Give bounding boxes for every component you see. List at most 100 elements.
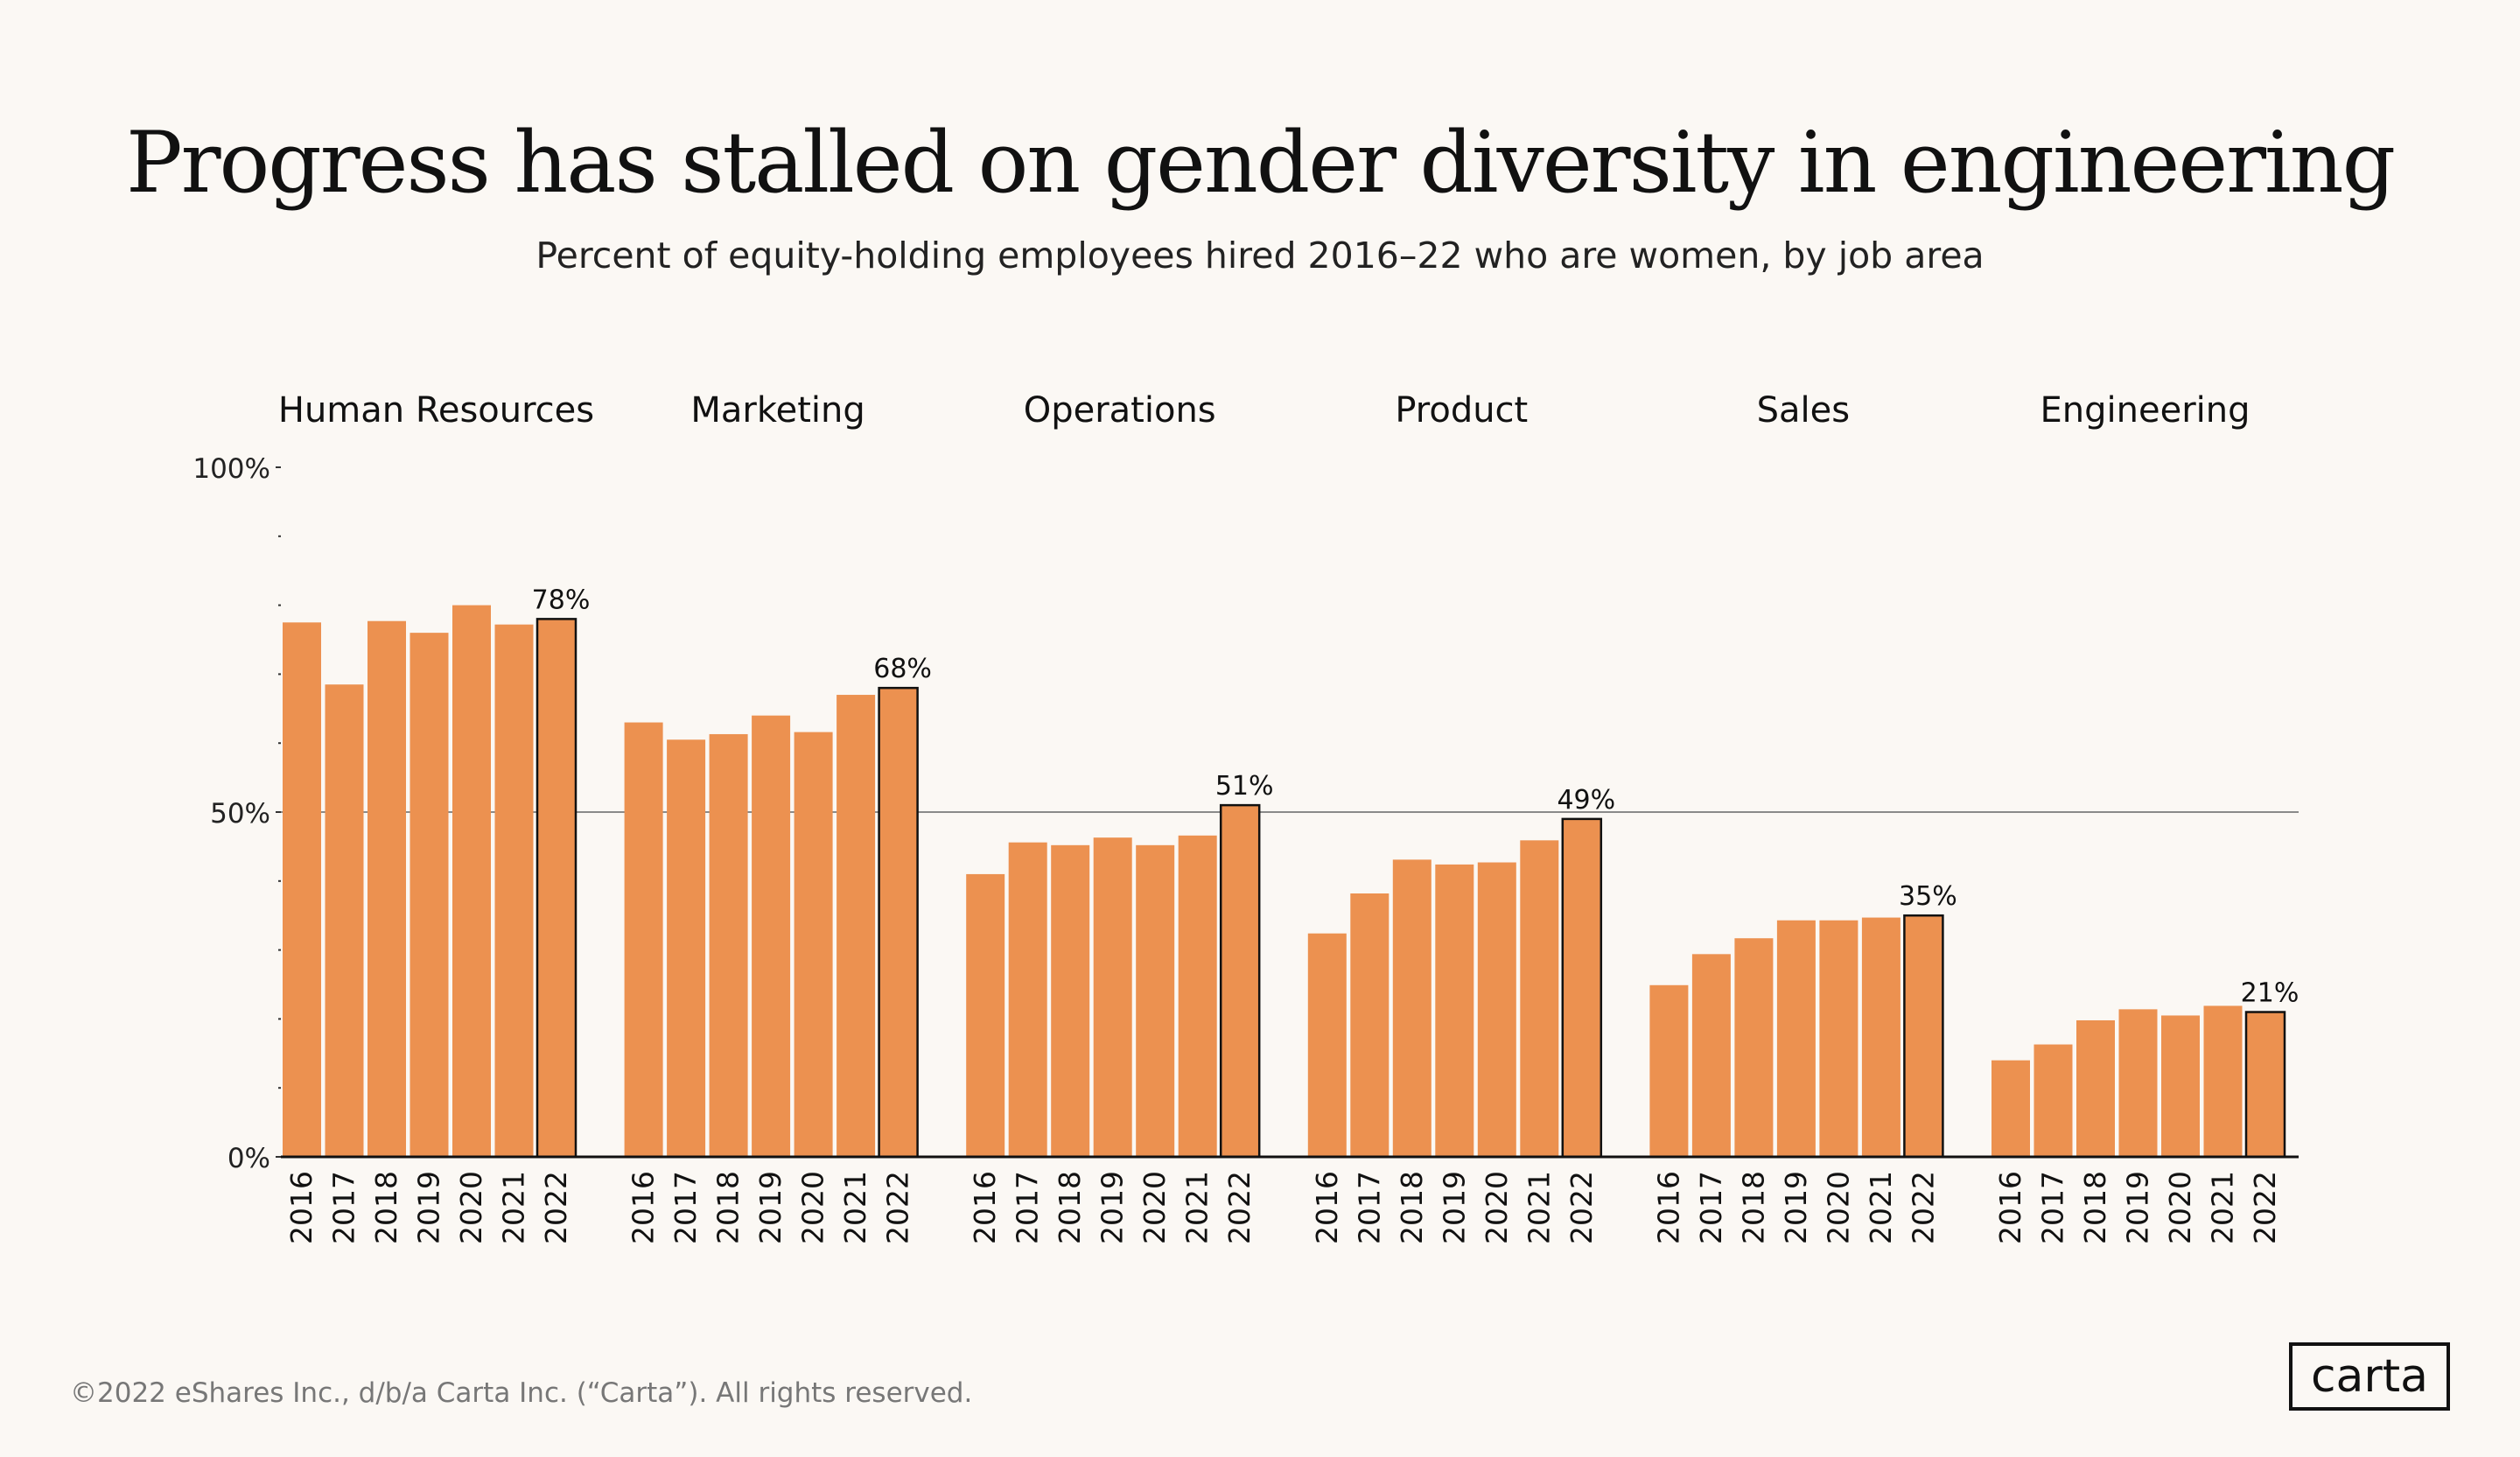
bar [794, 732, 833, 1157]
x-tick-label: 2019 [2121, 1171, 2155, 1244]
bar [1561, 817, 1603, 1159]
bar [1093, 837, 1132, 1157]
x-tick-label: 2018 [2078, 1171, 2112, 1244]
bar [709, 733, 748, 1157]
group-label: Sales [1757, 390, 1850, 431]
x-tick-label: 2018 [369, 1171, 403, 1244]
x-tick-label: 2017 [1694, 1171, 1728, 1244]
bar [1819, 920, 1858, 1157]
bar [836, 695, 876, 1157]
bar [1477, 862, 1516, 1157]
x-tick-label: 2022 [539, 1171, 573, 1244]
x-tick-label: 2020 [454, 1171, 488, 1244]
group-label: Human Resources [278, 390, 594, 431]
x-tick-label: 2017 [327, 1171, 361, 1244]
x-tick-label: 2021 [1522, 1171, 1556, 1244]
x-tick-label: 2020 [2163, 1171, 2197, 1244]
x-tick-label: 2016 [1993, 1171, 2027, 1244]
bar [1776, 920, 1816, 1157]
copyright-footer: ©2022 eShares Inc., d/b/a Carta Inc. (“C… [70, 1377, 973, 1409]
x-tick-label: 2016 [284, 1171, 318, 1244]
data-label: 35% [1899, 881, 1957, 912]
data-label: 21% [2241, 978, 2300, 1009]
bar [1691, 954, 1731, 1157]
chart-title: Progress has stalled on gender diversity… [125, 114, 2396, 212]
x-tick-label: 2019 [1437, 1171, 1471, 1244]
bar [1307, 933, 1347, 1157]
x-tick-label: 2021 [2206, 1171, 2240, 1244]
bar [966, 873, 1005, 1157]
bar [2118, 1009, 2158, 1157]
bar [368, 620, 406, 1157]
bar [2244, 1011, 2286, 1159]
bar [1435, 864, 1474, 1157]
y-tick-label: 0% [228, 1143, 270, 1174]
bar [1992, 1060, 2030, 1157]
x-tick-label: 2022 [881, 1171, 915, 1244]
bar [2203, 1005, 2243, 1157]
x-tick-label: 2017 [668, 1171, 703, 1244]
bar [1734, 938, 1774, 1157]
y-tick-label: 50% [210, 798, 270, 830]
bar [1219, 803, 1261, 1159]
x-tick-label: 2016 [968, 1171, 1002, 1244]
x-tick-label: 2022 [1222, 1171, 1256, 1244]
data-label: 49% [1557, 785, 1615, 816]
bar [2161, 1015, 2200, 1157]
bar [1520, 840, 1559, 1157]
group-label: Engineering [2040, 390, 2250, 431]
bar [624, 722, 663, 1157]
group-label: Operations [1024, 390, 1216, 431]
x-tick-label: 2017 [1352, 1171, 1386, 1244]
bar [1903, 914, 1944, 1159]
bar [410, 633, 449, 1157]
group-label: Marketing [690, 390, 864, 431]
x-tick-label: 2016 [1651, 1171, 1685, 1244]
bar [2034, 1044, 2073, 1157]
x-tick-label: 2016 [1310, 1171, 1344, 1244]
x-tick-label: 2018 [1736, 1171, 1770, 1244]
x-tick-label: 2020 [796, 1171, 830, 1244]
x-tick-label: 2018 [711, 1171, 746, 1244]
x-tick-label: 2021 [1864, 1171, 1898, 1244]
x-tick-label: 2016 [626, 1171, 661, 1244]
x-tick-label: 2020 [1480, 1171, 1514, 1244]
x-tick-label: 2017 [2036, 1171, 2070, 1244]
bar [667, 739, 706, 1157]
x-tick-label: 2020 [1821, 1171, 1855, 1244]
group-label: Product [1395, 390, 1528, 431]
x-tick-label: 2020 [1138, 1171, 1172, 1244]
bar [1178, 835, 1217, 1157]
bar [1861, 917, 1900, 1157]
x-tick-label: 2022 [1564, 1171, 1599, 1244]
x-tick-label: 2018 [1395, 1171, 1429, 1244]
data-label: 51% [1215, 771, 1274, 802]
data-label: 68% [873, 654, 932, 684]
bar [536, 618, 578, 1159]
x-tick-label: 2017 [1011, 1171, 1045, 1244]
bar [283, 622, 321, 1157]
bar [752, 715, 791, 1157]
bar [1649, 984, 1689, 1157]
x-tick-label: 2019 [412, 1171, 446, 1244]
carta-logo: carta [2289, 1342, 2450, 1411]
x-tick-label: 2018 [1053, 1171, 1087, 1244]
x-tick-label: 2021 [1180, 1171, 1214, 1244]
x-tick-label: 2022 [2248, 1171, 2282, 1244]
x-tick-label: 2022 [1906, 1171, 1940, 1244]
x-tick-label: 2019 [753, 1171, 788, 1244]
bar [494, 624, 534, 1157]
x-tick-label: 2019 [1096, 1171, 1130, 1244]
chart-subtitle: Percent of equity-holding employees hire… [536, 235, 1984, 277]
bar [325, 684, 364, 1157]
bar [452, 605, 491, 1157]
x-tick-label: 2021 [497, 1171, 531, 1244]
bar [1392, 859, 1432, 1157]
bar [2076, 1019, 2115, 1157]
x-tick-label: 2021 [838, 1171, 872, 1244]
bar [878, 686, 919, 1159]
bar [1350, 893, 1390, 1157]
data-label: 78% [532, 585, 591, 615]
x-tick-label: 2019 [1779, 1171, 1813, 1244]
